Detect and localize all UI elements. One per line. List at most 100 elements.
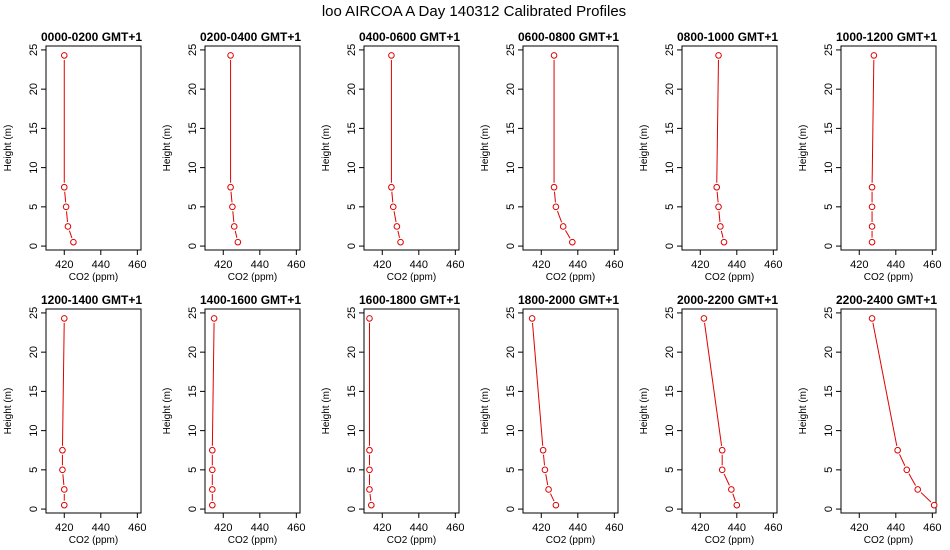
profile-panel: 1600-1800 GMT+1 420 440 460 0 5 10 15 20 25 CO2 (p… (321, 293, 465, 546)
y-tick-label: 15 (346, 122, 358, 134)
x-tick-label: 440 (569, 259, 587, 271)
profile-point (733, 501, 741, 509)
profile-line-segment (393, 211, 397, 223)
profile-point (368, 501, 375, 509)
plot-frame (363, 308, 460, 514)
x-tick-label: 460 (128, 259, 146, 271)
profile-line-segment (532, 322, 544, 446)
profile-point (715, 52, 722, 59)
x-tick-label: 420 (850, 522, 868, 534)
profile-line-segment (920, 492, 932, 503)
profile-panel: 1800-2000 GMT+1 420 440 460 0 5 10 15 20 25 CO2 (p… (480, 293, 624, 546)
y-tick-label: 20 (346, 83, 358, 95)
profile-point (210, 315, 218, 322)
panel-title: 0800-1000 GMT+1 (677, 30, 778, 44)
profile-panel: 0000-0200 GMT+1 420 440 460 0 5 10 15 20 25 CO2 (p… (3, 30, 147, 283)
x-tick-label: 440 (728, 522, 746, 534)
profile-line-segment (369, 493, 372, 501)
profile-line-segment (545, 474, 549, 486)
profile-point (59, 466, 66, 474)
plot-frame (522, 308, 619, 514)
x-tick-label: 420 (214, 259, 232, 271)
profile-point (366, 446, 373, 454)
x-tick-label: 460 (923, 259, 941, 271)
y-tick-label: 20 (28, 83, 40, 95)
y-axis-label: Height (m) (798, 125, 809, 172)
x-axis-label: CO2 (ppm) (864, 272, 913, 283)
profile-line-segment (565, 230, 571, 239)
profile-line-segment (397, 230, 401, 238)
profile-line-segment (391, 191, 394, 203)
profile-point (227, 183, 234, 191)
profile-point (60, 501, 68, 509)
y-tick-label: 5 (505, 204, 517, 210)
profile-line-segment (62, 474, 65, 486)
profile-point (60, 315, 68, 322)
y-tick-label: 10 (823, 161, 835, 173)
profile-point (868, 223, 876, 230)
y-tick-label: 10 (28, 424, 40, 436)
profile-line-segment (723, 473, 730, 486)
y-tick-label: 10 (346, 161, 358, 173)
y-tick-label: 15 (28, 122, 40, 134)
y-tick-label: 0 (664, 243, 676, 249)
x-tick-label: 440 (251, 522, 269, 534)
y-axis-label: Height (m) (3, 125, 14, 172)
y-tick-label: 5 (664, 204, 676, 210)
profile-panel: 2200-2400 GMT+1 420 440 460 0 5 10 15 20 25 CO2 (p… (798, 293, 942, 546)
y-tick-label: 0 (346, 506, 358, 512)
x-tick-label: 460 (287, 522, 305, 534)
panel-title: 2200-2400 GMT+1 (836, 293, 937, 307)
x-tick-label: 460 (287, 259, 305, 271)
panel-title: 0000-0200 GMT+1 (41, 30, 142, 44)
x-tick-label: 420 (55, 522, 73, 534)
y-tick-label: 0 (28, 243, 40, 249)
profile-point (559, 223, 567, 230)
profile-point (393, 223, 401, 230)
profile-point (64, 223, 72, 230)
panel-title: 2000-2200 GMT+1 (677, 293, 778, 307)
plot-frame (840, 45, 937, 251)
profile-line-segment (68, 230, 73, 239)
profile-point (550, 52, 558, 59)
x-axis-label: CO2 (ppm) (546, 272, 595, 283)
profile-line-segment (211, 322, 215, 446)
profile-point (700, 315, 708, 322)
x-tick-label: 460 (764, 259, 782, 271)
x-tick-label: 460 (446, 522, 464, 534)
profile-panel: 0400-0600 GMT+1 420 440 460 0 5 10 15 20 25 CO2 (p… (321, 30, 465, 283)
y-tick-label: 20 (664, 83, 676, 95)
panel-title: 1200-1400 GMT+1 (41, 293, 142, 307)
x-axis-label: CO2 (ppm) (705, 535, 754, 546)
profile-point (70, 238, 77, 246)
y-tick-label: 15 (28, 385, 40, 397)
y-tick-label: 20 (664, 346, 676, 358)
profile-panel: 2000-2200 GMT+1 420 440 460 0 5 10 15 20 25 CO2 (p… (639, 293, 783, 546)
x-tick-label: 440 (410, 259, 428, 271)
panels: 0000-0200 GMT+1 420 440 460 0 5 10 15 20 25 CO2 (p… (3, 30, 942, 546)
y-tick-label: 5 (664, 467, 676, 473)
panel-title: 1400-1600 GMT+1 (200, 293, 301, 307)
profile-point (366, 466, 373, 474)
y-axis-label: Height (m) (480, 125, 491, 172)
profile-point (894, 446, 901, 454)
x-axis-label: CO2 (ppm) (864, 535, 913, 546)
x-tick-label: 420 (850, 259, 868, 271)
profile-point (62, 203, 70, 211)
y-axis-label: Height (m) (798, 388, 809, 435)
profile-point (552, 501, 560, 509)
profile-point (868, 238, 876, 246)
x-tick-label: 460 (605, 259, 623, 271)
profile-point (868, 315, 876, 322)
plot-frame (45, 308, 142, 514)
profile-line-segment (543, 454, 546, 466)
profile-line-segment (716, 59, 719, 183)
profile-point (388, 52, 395, 59)
y-tick-label: 10 (187, 424, 199, 436)
x-axis-label: CO2 (ppm) (546, 535, 595, 546)
y-tick-label: 5 (505, 467, 517, 473)
profile-point (366, 315, 373, 322)
x-tick-label: 420 (373, 522, 391, 534)
